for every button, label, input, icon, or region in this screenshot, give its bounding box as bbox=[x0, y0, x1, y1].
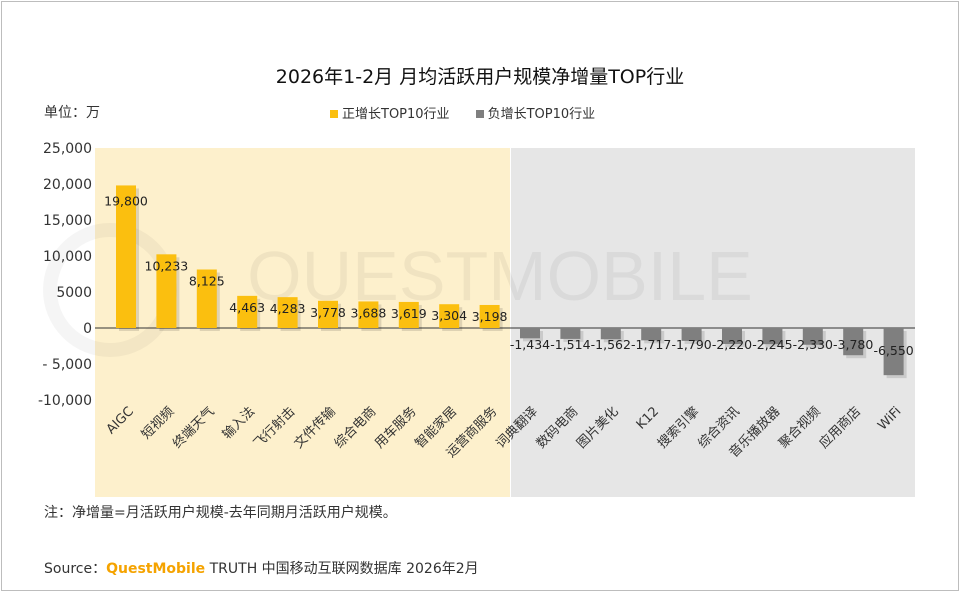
bar bbox=[722, 328, 742, 344]
negative-region bbox=[511, 148, 915, 497]
data-label: 4,463 bbox=[229, 300, 265, 315]
data-label: 10,233 bbox=[145, 258, 189, 273]
bar bbox=[843, 328, 864, 356]
brand-logo-text: QuestMobile bbox=[106, 561, 206, 577]
data-label: 3,688 bbox=[351, 305, 387, 320]
y-tick-label: 10,000 bbox=[43, 249, 92, 265]
data-label: -2,330 bbox=[793, 337, 833, 352]
data-label: -2,220 bbox=[712, 337, 752, 352]
legend-label: 正增长TOP10行业 bbox=[342, 107, 450, 122]
y-tick-label: 15,000 bbox=[43, 213, 92, 229]
source: Source：QuestMobile TRUTH 中国移动互联网数据库 2026… bbox=[44, 558, 479, 578]
bar bbox=[277, 297, 298, 328]
bar bbox=[116, 185, 136, 328]
data-label: -1,514 bbox=[550, 337, 590, 352]
bar bbox=[439, 304, 460, 328]
bar bbox=[762, 328, 783, 345]
bar bbox=[641, 328, 662, 341]
y-tick-label: 0 bbox=[83, 321, 92, 337]
data-label: 3,198 bbox=[472, 309, 508, 324]
chart-title: 2026年1-2月 月均活跃用户规模净增量TOP行业 bbox=[275, 66, 685, 88]
legend-swatch bbox=[475, 110, 484, 118]
data-label: -6,550 bbox=[873, 343, 913, 358]
bar bbox=[398, 301, 419, 328]
data-label: -3,780 bbox=[833, 337, 873, 352]
y-tick-label: 5000 bbox=[56, 285, 92, 301]
bar bbox=[600, 328, 621, 340]
bar bbox=[560, 328, 581, 339]
data-label: 3,304 bbox=[431, 308, 467, 323]
bar bbox=[479, 304, 500, 328]
legend-positive: 正增长TOP10行业 bbox=[330, 103, 450, 122]
y-tick-label: 25,000 bbox=[43, 141, 92, 157]
bar bbox=[520, 328, 540, 339]
source-label: Source： bbox=[44, 561, 107, 577]
data-label: -1,434 bbox=[510, 337, 550, 352]
legend-label: 负增长TOP10行业 bbox=[487, 107, 596, 122]
y-tick-label: -10,000 bbox=[38, 393, 92, 409]
data-label: 8,125 bbox=[189, 274, 225, 289]
bar bbox=[883, 328, 904, 376]
data-label: -1,562 bbox=[591, 337, 631, 352]
data-label: -2,245 bbox=[752, 337, 792, 352]
data-label: -1,717 bbox=[631, 337, 671, 352]
bar bbox=[358, 301, 379, 328]
unit-label: 单位：万 bbox=[44, 105, 100, 121]
data-label: 3,778 bbox=[310, 305, 346, 320]
legend-swatch bbox=[330, 110, 338, 118]
bar bbox=[681, 328, 702, 341]
data-label: 4,283 bbox=[270, 301, 306, 316]
source-text: TRUTH 中国移动互联网数据库 2026年2月 bbox=[209, 561, 479, 577]
data-label: 3,619 bbox=[391, 306, 427, 321]
bar bbox=[196, 269, 217, 328]
bar bbox=[802, 328, 823, 345]
data-label: 19,800 bbox=[104, 193, 148, 208]
data-label: -1,790 bbox=[671, 337, 711, 352]
bar bbox=[318, 300, 338, 328]
bar bbox=[237, 295, 258, 328]
y-tick-label: 20,000 bbox=[43, 177, 92, 193]
legend: 正增长TOP10行业 负增长TOP10行业 bbox=[330, 103, 595, 122]
y-tick-label: - 5,000 bbox=[42, 357, 92, 373]
bar bbox=[156, 254, 177, 328]
legend-negative: 负增长TOP10行业 bbox=[475, 103, 596, 122]
footnote: 注：净增量=月活跃用户规模-去年同期月活跃用户规模。 bbox=[44, 505, 397, 521]
